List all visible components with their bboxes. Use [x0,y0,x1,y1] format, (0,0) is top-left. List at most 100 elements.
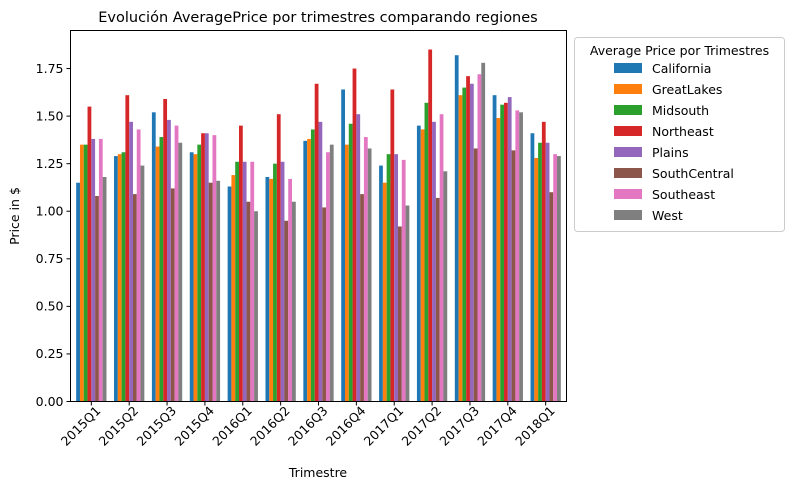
legend-item-plains: Plains [614,145,689,160]
bar-southcentral-2015q4 [208,182,213,402]
y-axis-label: Price in $ [7,187,22,245]
chart-title: Evolución AveragePrice por trimestres co… [98,10,537,26]
bar-west-2016q2 [292,201,296,402]
bar-midsouth-2015q2 [121,152,126,402]
bar-midsouth-2015q3 [159,137,164,402]
bar-plains-2015q3 [167,119,171,402]
bar-southeast-2015q2 [136,129,141,402]
bar-plains-2016q3 [318,121,323,402]
legend-item-southeast: Southeast [614,187,715,202]
legend-swatch [614,189,642,199]
bar-southcentral-2018q1 [549,192,554,402]
legend-label: Plains [652,145,689,160]
series-california [76,55,535,402]
bar-west-2015q1 [102,177,107,402]
legend-item-california: California [614,61,711,76]
bar-southeast-2017q1 [401,159,406,402]
bar-plains-2017q4 [507,97,512,402]
bar-west-2017q2 [443,171,448,402]
bar-greatlakes-2017q2 [420,129,425,402]
y-tick-label: 1.25 [36,156,64,171]
legend-swatch [614,168,642,178]
y-tick-label: 0.50 [36,299,64,314]
legend-swatch [614,105,642,115]
legend-swatch [614,84,642,94]
legend-label: SouthCentral [652,166,734,181]
bar-midsouth-2016q1 [235,161,239,402]
legend-label: GreatLakes [652,82,722,97]
bar-plains-2018q1 [545,142,550,402]
bar-southcentral-2017q4 [511,150,516,402]
bar-greatlakes-2015q1 [79,144,84,402]
y-tick-label: 1.00 [36,204,64,219]
legend-item-west: West [614,208,683,223]
legend-label: Northeast [652,124,714,139]
series-plains [91,83,550,402]
bar-southeast-2016q1 [250,161,255,402]
bar-california-2016q2 [265,177,270,402]
bar-southcentral-2017q2 [435,197,440,402]
bar-west-2016q1 [254,211,258,402]
bar-midsouth-2017q2 [424,102,429,402]
bar-northeast-2015q2 [125,95,130,402]
bar-southeast-2018q1 [553,154,558,402]
legend-swatch [614,126,642,136]
bar-california-2017q3 [454,55,459,402]
bar-west-2015q4 [216,180,221,402]
bar-california-2018q1 [530,133,535,402]
bar-greatlakes-2016q3 [307,138,311,402]
y-axis: 0.00 0.25 0.50 0.75 1.00 1.25 1.50 1.75 [36,61,71,409]
bar-california-2015q4 [189,152,194,402]
legend-item-greatlakes: GreatLakes [614,82,722,97]
y-tick-label: 0.75 [36,251,64,266]
bar-southcentral-2017q3 [473,148,478,402]
bar-california-2017q2 [416,125,421,402]
bar-northeast-2017q1 [390,89,395,402]
bar-plains-2015q4 [204,133,209,402]
x-axis-label: Trimestre [288,465,348,480]
bar-midsouth-2016q3 [310,129,315,402]
bar-california-2016q4 [341,89,346,402]
bar-southcentral-2016q4 [360,194,364,402]
legend-item-northeast: Northeast [614,124,714,139]
bar-northeast-2015q3 [163,98,168,402]
bar-plains-2016q1 [242,161,247,402]
bar-southeast-2017q2 [439,114,444,402]
bar-plains-2016q2 [280,161,285,402]
bar-midsouth-2018q1 [538,142,542,402]
legend-item-southcentral: SouthCentral [614,166,734,181]
bar-northeast-2016q3 [314,83,319,402]
series-west [102,62,561,402]
bar-plains-2016q4 [356,114,361,402]
bar-west-2017q1 [405,205,410,402]
series-southcentral [95,148,554,402]
bar-southcentral-2016q3 [322,207,327,402]
bar-southcentral-2015q3 [170,188,175,402]
legend-swatch [614,63,642,73]
bar-plains-2017q2 [432,121,436,402]
bar-west-2016q4 [367,148,372,402]
bar-northeast-2017q3 [466,76,470,402]
bar-southcentral-2015q2 [132,194,137,402]
series-midsouth [83,87,542,402]
bar-greatlakes-2016q4 [345,144,349,402]
bar-southeast-2015q3 [174,125,179,402]
bar-greatlakes-2016q1 [231,175,236,402]
y-tick-label: 1.50 [36,108,64,123]
bar-southeast-2017q4 [515,110,520,402]
bar-california-2015q2 [114,156,118,402]
bar-greatlakes-2017q4 [496,118,501,402]
bar-greatlakes-2016q2 [269,178,274,402]
bar-northeast-2016q2 [276,114,281,402]
bar-california-2016q3 [303,140,308,402]
bar-greatlakes-2018q1 [534,157,539,402]
bar-west-2015q3 [178,142,183,402]
legend-label: Midsouth [652,103,709,118]
bar-southeast-2016q3 [326,152,330,402]
bar-southeast-2015q4 [212,135,217,402]
bar-california-2015q3 [151,112,156,402]
bar-southeast-2016q2 [288,178,292,402]
series-northeast [87,49,546,402]
